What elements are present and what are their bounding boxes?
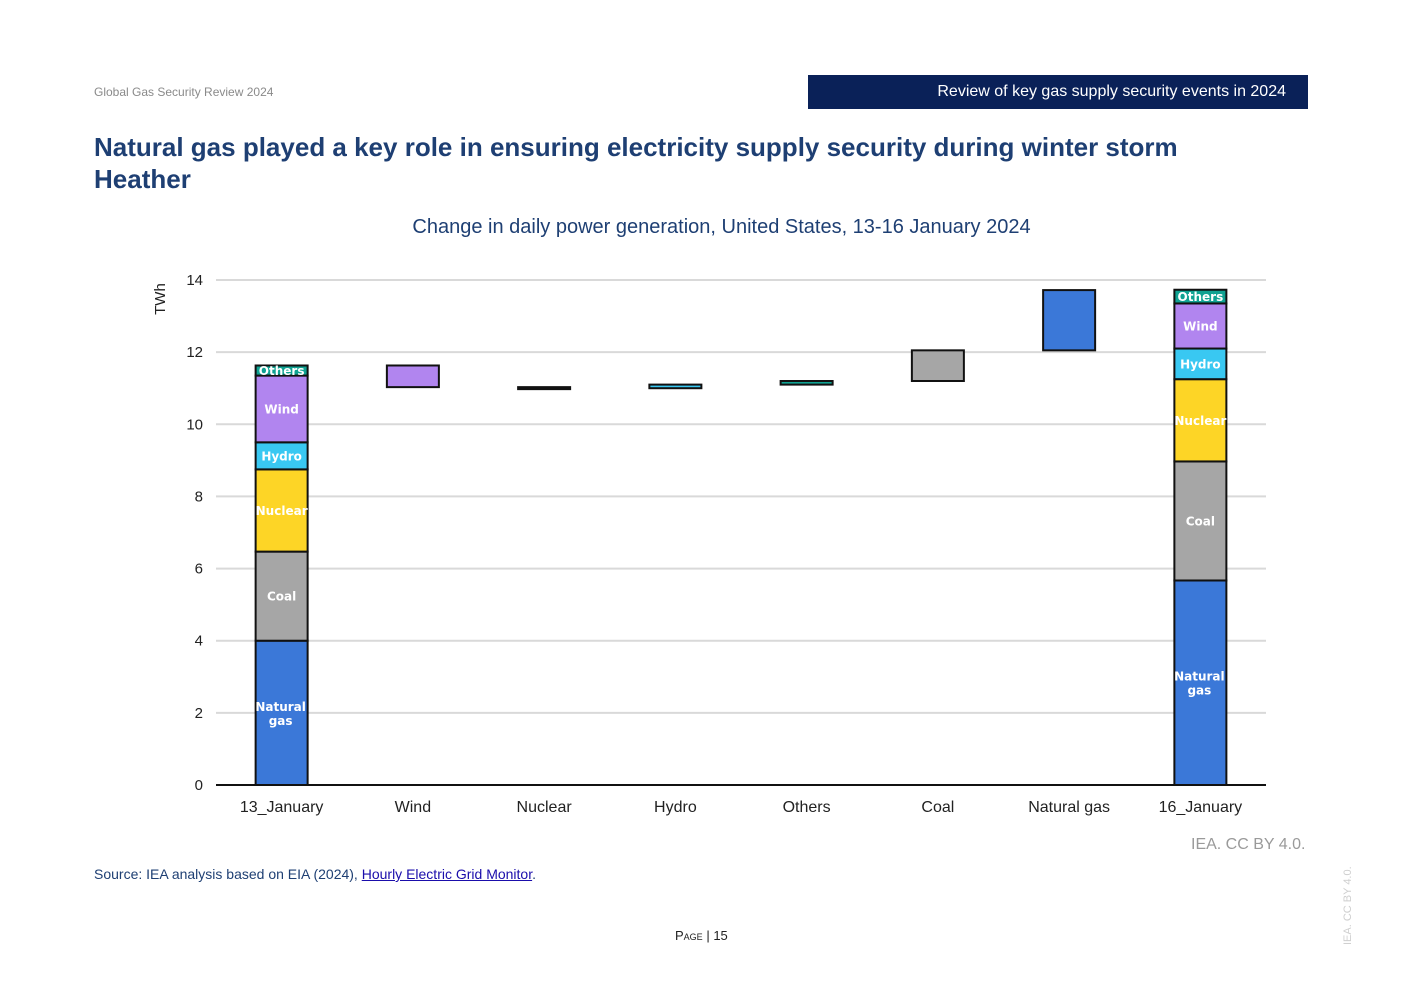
change-bar-coal	[910, 349, 965, 383]
y-tick-label: 10	[186, 416, 203, 433]
bar-segment-13-january-hydro	[254, 441, 309, 471]
change-bar-natural-gas	[1042, 289, 1097, 352]
page-heading: Natural gas played a key role in ensurin…	[94, 132, 1178, 194]
change-bar-nuclear	[517, 386, 572, 391]
bar-segment-13-january-wind	[254, 374, 309, 444]
section-banner-text: Review of key gas supply security events…	[937, 83, 1286, 100]
data-label: Nuclear	[1174, 414, 1226, 428]
x-tick-label: Others	[783, 799, 831, 816]
data-label: gas	[1187, 684, 1211, 698]
x-tick-label: 16_January	[1159, 799, 1243, 816]
source-suffix: .	[532, 866, 536, 882]
x-tick-label: Natural gas	[1028, 799, 1110, 816]
x-tick-label: Hydro	[654, 799, 697, 816]
bar-segment-16-january-natural-gas	[1173, 579, 1228, 786]
source-link[interactable]: Hourly Electric Grid Monitor	[361, 866, 533, 882]
y-tick-label: 12	[186, 344, 203, 361]
source-note: Source: IEA analysis based on EIA (2024)…	[94, 866, 536, 882]
data-label: Wind	[1183, 319, 1217, 333]
x-tick-label: 13_January	[240, 799, 324, 816]
data-label: Others	[1178, 290, 1224, 304]
data-label: Natural	[1174, 670, 1225, 684]
x-tick-label: Wind	[395, 799, 431, 816]
x-tick-label: Nuclear	[517, 799, 573, 816]
data-label: Hydro	[261, 449, 302, 463]
data-label: Coal	[1186, 514, 1215, 528]
document-title: Global Gas Security Review 2024	[94, 85, 274, 99]
y-axis-label: TWh	[152, 283, 169, 315]
vertical-credit: IEA. CC BY 4.0.	[1342, 866, 1354, 945]
data-label: Others	[259, 364, 305, 378]
page-number: Page | 15	[675, 928, 728, 943]
section-banner: Review of key gas supply security events…	[808, 75, 1308, 109]
data-label: Natural	[255, 700, 306, 714]
bar-segment-16-january-others	[1173, 288, 1228, 305]
data-label: Wind	[264, 402, 298, 416]
page-separator: |	[706, 928, 710, 943]
data-label: Hydro	[1180, 357, 1221, 371]
source-prefix: Source: IEA analysis based on EIA (2024)…	[94, 866, 362, 882]
data-label: Coal	[267, 590, 296, 604]
data-label: gas	[269, 714, 293, 728]
y-tick-label: 8	[195, 488, 203, 505]
y-tick-label: 0	[195, 777, 203, 794]
bar-segment-16-january-coal	[1173, 460, 1228, 582]
page-label: Page	[675, 928, 703, 943]
y-tick-label: 6	[195, 561, 203, 578]
change-bar-hydro	[648, 383, 703, 390]
y-tick-label: 14	[186, 272, 203, 289]
change-bar-others	[779, 380, 834, 386]
page-number-value: 15	[713, 928, 728, 943]
chart-credit: IEA. CC BY 4.0.	[1191, 836, 1306, 853]
x-tick-label: Coal	[921, 799, 954, 816]
bar-segment-13-january-natural-gas	[254, 639, 309, 787]
y-tick-label: 4	[195, 633, 203, 650]
bar-segment-13-january-coal	[254, 550, 309, 642]
data-label: Nuclear	[256, 504, 308, 518]
chart-title: Change in daily power generation, United…	[412, 216, 1031, 238]
bar-segment-13-january-others	[254, 364, 309, 377]
y-tick-label: 2	[195, 705, 203, 722]
change-bar-wind	[385, 364, 440, 389]
